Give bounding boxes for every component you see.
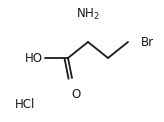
Text: Br: Br (141, 36, 154, 49)
Text: NH$_2$: NH$_2$ (76, 7, 100, 22)
Text: O: O (71, 88, 81, 101)
Text: HCl: HCl (15, 98, 35, 112)
Text: HO: HO (25, 51, 43, 65)
